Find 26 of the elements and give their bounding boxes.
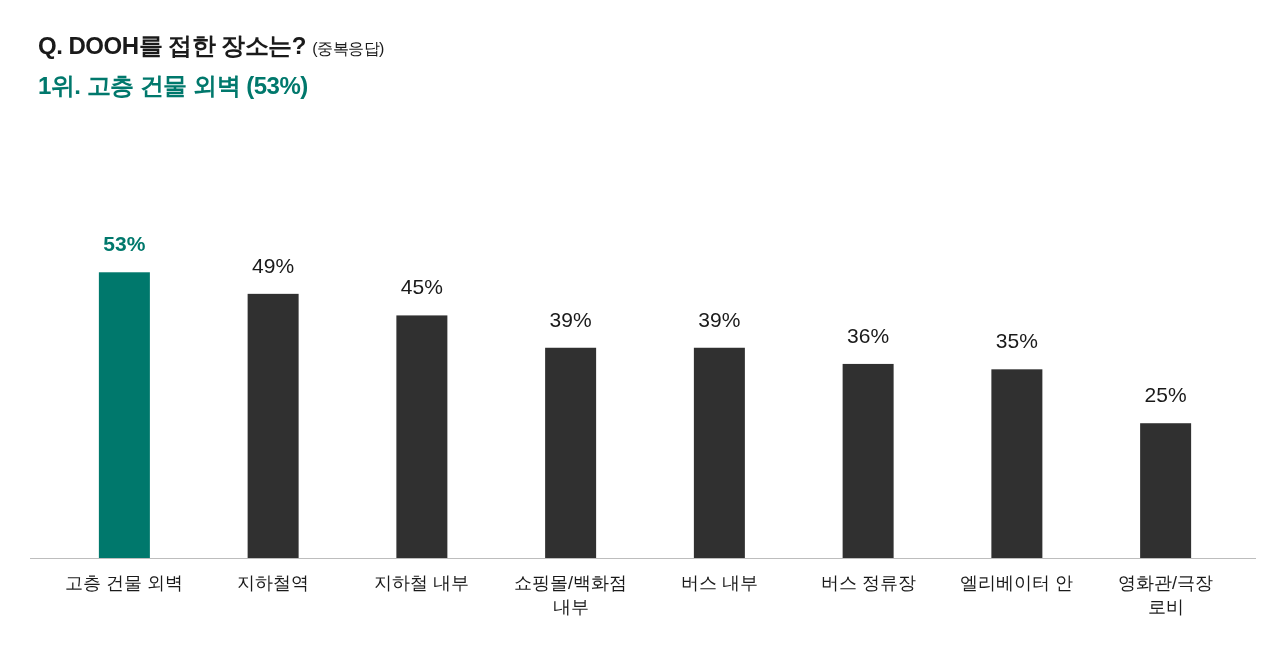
data-label: 53% [102, 232, 147, 257]
x-tick-label: 버스 정류장 [819, 572, 917, 595]
data-label: 25% [1143, 383, 1188, 408]
bar [247, 293, 299, 558]
x-tick-label: 지하철역 [236, 572, 311, 595]
x-tick-label: 영화관/극장 로비 [1117, 572, 1215, 619]
x-tick-label: 고층 건물 외벽 [64, 572, 185, 595]
x-tick-label: 버스 내부 [679, 572, 759, 595]
bar [991, 369, 1043, 558]
x-tick-label: 쇼핑몰/백화점 내부 [513, 572, 629, 619]
data-label: 45% [399, 275, 444, 300]
data-label: 39% [548, 307, 593, 332]
bar [396, 315, 448, 558]
chart-title: Q. DOOH를 접한 장소는? (중복응답) [38, 32, 384, 59]
bar [693, 347, 745, 558]
chart-subtitle: 1위. 고층 건물 외벽 (53%) [38, 71, 308, 101]
bar [545, 347, 597, 558]
x-tick-label: 지하철 내부 [373, 572, 471, 595]
data-label: 35% [994, 329, 1039, 354]
bar [842, 363, 894, 558]
data-label: 36% [846, 323, 891, 348]
x-tick-label: 엘리베이터 안 [959, 572, 1075, 595]
data-label: 49% [251, 253, 296, 278]
bar [98, 272, 150, 558]
data-label: 39% [697, 307, 742, 332]
bar [1140, 423, 1192, 558]
